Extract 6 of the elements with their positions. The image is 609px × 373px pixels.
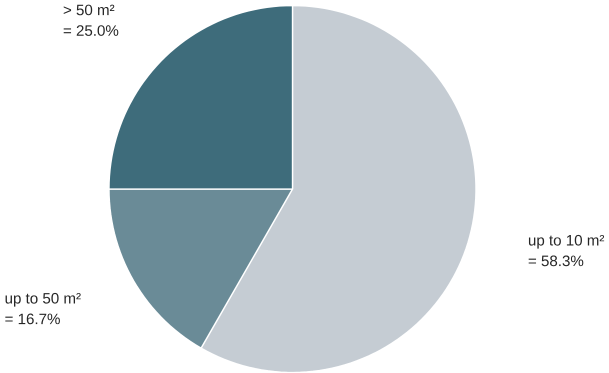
- data-label: = 58.3%: [528, 255, 584, 266]
- data-label: = 25.0%: [64, 25, 118, 36]
- slice-label: up to 50 m²: [6, 292, 81, 307]
- data-label: = 16.7%: [5, 313, 60, 324]
- slice-label: > 50 m²: [64, 4, 114, 16]
- slice-label: up to 10 m²: [528, 234, 604, 248]
